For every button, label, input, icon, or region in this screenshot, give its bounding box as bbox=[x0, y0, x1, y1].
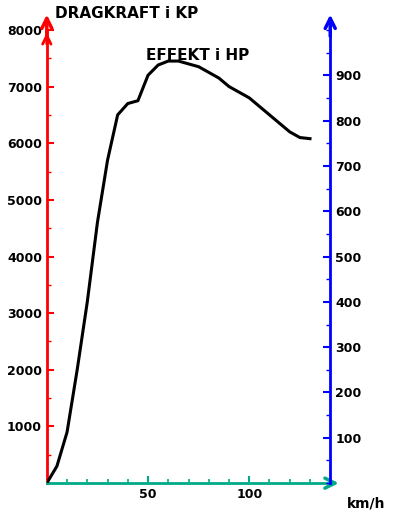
Text: km/h: km/h bbox=[347, 497, 386, 511]
Text: EFFEKT i HP: EFFEKT i HP bbox=[146, 48, 249, 63]
Text: DRAGKRAFT i KP: DRAGKRAFT i KP bbox=[55, 6, 199, 21]
